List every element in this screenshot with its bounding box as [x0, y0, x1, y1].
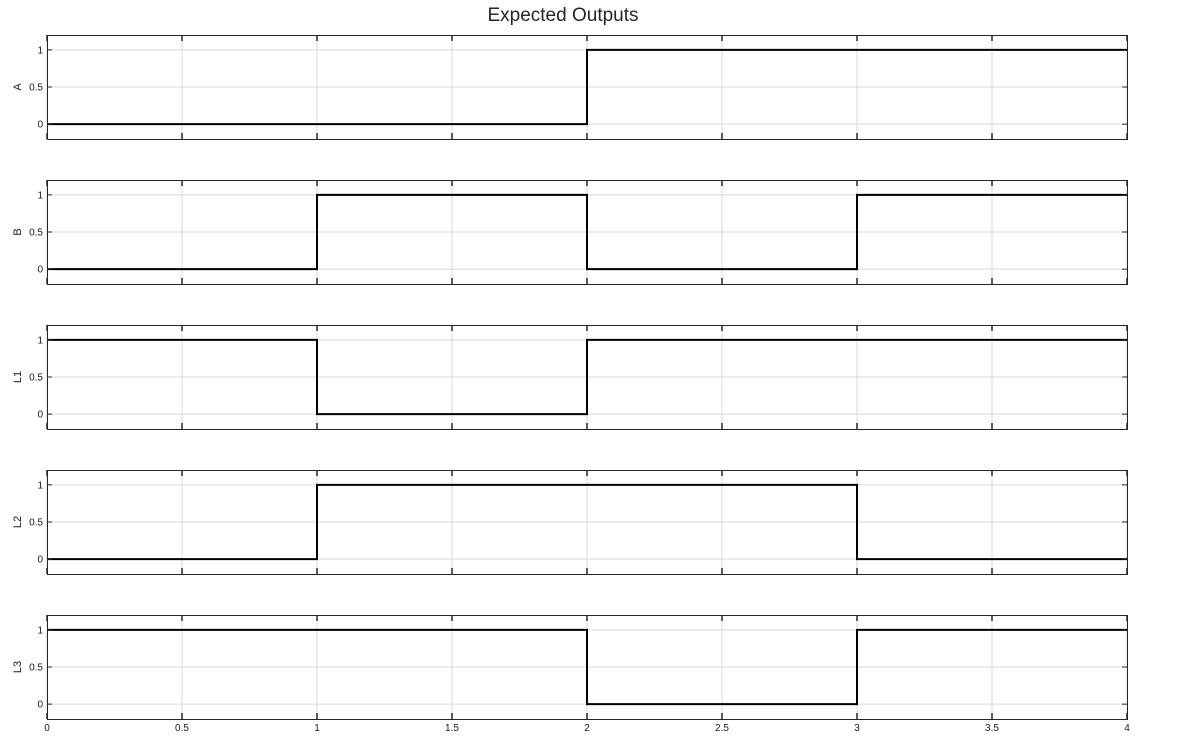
- chart-title: Expected Outputs: [487, 5, 639, 26]
- y-tick-label: 1: [37, 480, 43, 491]
- x-tick-label: 4: [1124, 723, 1130, 734]
- y-axis-label: L3: [12, 661, 24, 673]
- x-tick-label: 3: [854, 723, 860, 734]
- y-axis-label: A: [12, 83, 24, 91]
- y-tick-label: 0.5: [29, 373, 43, 384]
- x-tick-label: 1.5: [445, 723, 459, 734]
- subplot-l1: 0 0.5 1 L1: [12, 325, 1128, 430]
- series-line-l1: [47, 338, 1127, 416]
- y-tick-label: 0.5: [29, 83, 43, 94]
- y-axis-label: L1: [12, 371, 24, 383]
- y-tick-label: 1: [37, 190, 43, 201]
- subplot-b: 0 0.5 1 B: [12, 180, 1128, 285]
- y-tick-label: 0: [37, 700, 43, 711]
- y-tick-label: 1: [37, 335, 43, 346]
- y-tick-label: 0: [37, 410, 43, 421]
- y-axis-label: L2: [12, 516, 24, 528]
- subplot-a: 0 0.5 1 A: [12, 35, 1128, 140]
- series-line-a: [47, 48, 1127, 126]
- y-tick-label: 1: [37, 45, 43, 56]
- y-tick-label: 0: [37, 265, 43, 276]
- y-tick-label: 0: [37, 120, 43, 131]
- series-line-l3: [47, 628, 1127, 706]
- y-tick-label: 0: [37, 555, 43, 566]
- x-tick-label: 2: [584, 723, 590, 734]
- x-tick-label: 3.5: [985, 723, 999, 734]
- y-tick-label: 1: [37, 625, 43, 636]
- y-axis-label: B: [12, 228, 24, 235]
- y-tick-label: 0.5: [29, 518, 43, 529]
- y-tick-label: 0.5: [29, 228, 43, 239]
- subplot-l2: 0 0.5 1 L2: [12, 470, 1128, 575]
- y-tick-label: 0.5: [29, 663, 43, 674]
- x-tick-label: 0.5: [175, 723, 189, 734]
- x-tick-label: 2.5: [715, 723, 729, 734]
- x-tick-label: 0: [44, 723, 50, 734]
- subplot-l3: 0 0.5 1 L3 0 0.5 1 1.5 2 2.5 3 3.5 4: [12, 615, 1130, 734]
- series-line-l2: [47, 483, 1127, 561]
- series-line-b: [47, 193, 1127, 271]
- x-tick-label: 1: [314, 723, 320, 734]
